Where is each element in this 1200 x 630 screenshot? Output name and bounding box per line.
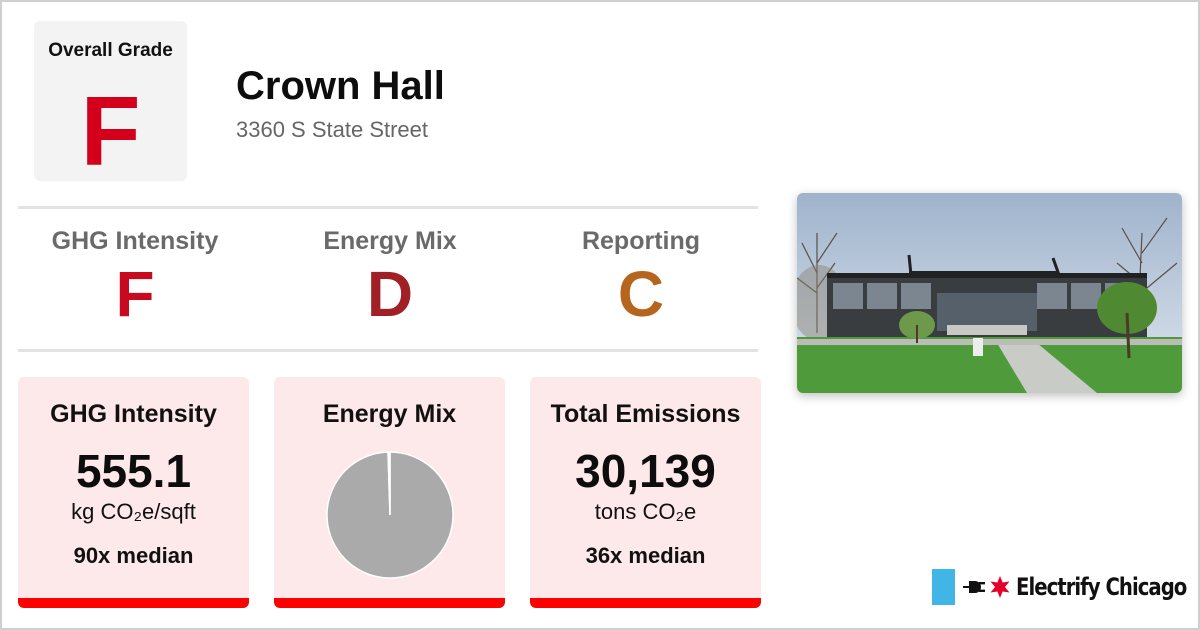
card-value: 30,139 — [575, 445, 716, 497]
grade-label: Energy Mix — [323, 227, 457, 255]
card-energy-mix: Energy Mix — [274, 377, 505, 608]
building-photo-image — [797, 193, 1182, 393]
card-title: Energy Mix — [322, 400, 457, 428]
grade-value: F — [115, 258, 155, 330]
grade-label: Reporting — [581, 227, 701, 255]
grade-value: D — [366, 258, 414, 330]
card-value: 555.1 — [75, 445, 192, 497]
card-accent-bar — [18, 598, 249, 608]
card-total-emissions: Total Emissions 30,139 tons CO₂e 36x med… — [530, 377, 761, 608]
building-name: Crown Hall — [236, 64, 445, 108]
card-median: 36x median — [585, 543, 706, 568]
card-median: 90x median — [73, 543, 194, 568]
divider-bottom — [18, 349, 758, 352]
divider-top — [18, 206, 758, 209]
star-icon — [990, 576, 1010, 598]
grade-reporting: Reporting C — [523, 226, 759, 329]
electrify-chicago-logo[interactable]: Electrify Chicago — [932, 569, 1187, 605]
pie-slice-1 — [387, 451, 391, 516]
energy-mix-pie-chart — [326, 451, 454, 579]
overall-grade-box: Overall Grade F — [34, 21, 187, 181]
overall-grade-label: Overall Grade — [48, 40, 173, 61]
building-address: 3360 S State Street — [236, 117, 429, 142]
card-unit: tons CO₂e — [594, 499, 697, 524]
flag-icon — [932, 569, 955, 605]
card-accent-bar — [530, 598, 761, 608]
grade-label: GHG Intensity — [51, 227, 219, 255]
grade-energy-mix: Energy Mix D — [272, 226, 508, 329]
card-ghg-intensity: GHG Intensity 555.1 kg CO₂e/sqft 90x med… — [18, 377, 249, 608]
building-photo — [797, 193, 1182, 393]
card-accent-bar — [274, 598, 505, 608]
overall-grade-value: F — [80, 76, 141, 186]
card-title: Total Emissions — [550, 400, 741, 428]
grade-value: C — [617, 258, 665, 330]
plug-icon — [963, 581, 985, 593]
logo-text: Electrify Chicago — [1016, 573, 1187, 601]
card-title: GHG Intensity — [50, 400, 217, 428]
card-unit: kg CO₂e/sqft — [71, 499, 196, 524]
grade-ghg-intensity: GHG Intensity F — [17, 226, 253, 329]
